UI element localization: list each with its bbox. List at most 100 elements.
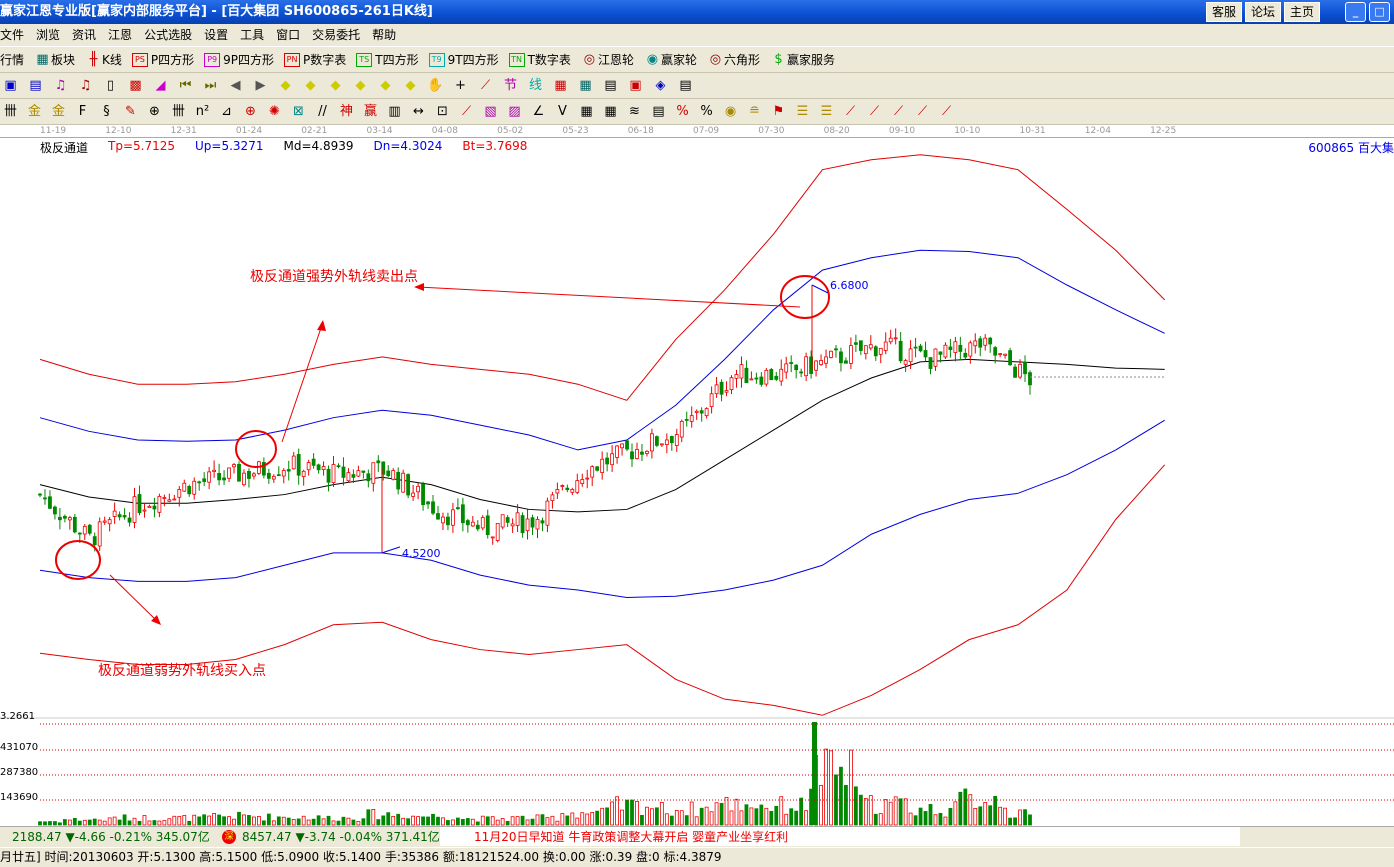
square-icon[interactable]: ⊠ [293, 104, 304, 119]
n2-icon[interactable]: n² [195, 104, 210, 119]
gold2-icon[interactable]: 金 [51, 104, 65, 119]
calculator-icon[interactable]: ▦ [579, 78, 592, 93]
table-icon[interactable]: ▤ [652, 104, 665, 119]
shenzhen-index[interactable]: 8457.47 ▼-3.74 -0.04% 371.41亿 [242, 830, 440, 844]
ruler-icon[interactable]: ▥ [388, 104, 401, 119]
menu-formula[interactable]: 公式选股 [144, 28, 193, 42]
percent-line-icon[interactable]: % [676, 104, 689, 119]
percent-icon[interactable]: % [700, 104, 713, 119]
tool-b-icon[interactable]: ☰ [820, 104, 833, 119]
zoom-in-icon[interactable]: ◆ [380, 78, 391, 93]
menu-help[interactable]: 帮助 [372, 28, 397, 42]
menu-info[interactable]: 资讯 [72, 28, 97, 42]
calendar-icon[interactable]: ▦ [554, 78, 567, 93]
flag-icon[interactable]: ◢ [155, 78, 166, 93]
radial-icon[interactable]: ✺ [269, 104, 280, 119]
shanghai-index[interactable]: 2188.47 ▼-4.66 -0.21% 345.07亿 [12, 830, 210, 844]
spiral-icon[interactable]: § [103, 104, 110, 119]
fan-icon[interactable]: ⟋ [461, 104, 472, 119]
hexagon-button[interactable]: ◎ 六角形 [707, 51, 760, 68]
service-button[interactable]: 客服 [1206, 2, 1242, 22]
tool-g-icon[interactable]: ⟋ [941, 104, 952, 119]
menu-tools[interactable]: 工具 [240, 28, 265, 42]
menu-gann[interactable]: 江恩 [108, 28, 133, 42]
parallel-icon[interactable]: // [318, 104, 327, 119]
forum-button[interactable]: 论坛 [1245, 2, 1281, 22]
arrow-left-icon[interactable]: ◆ [280, 78, 291, 93]
slash-lines-icon[interactable]: ≋ [629, 104, 640, 119]
menu-window[interactable]: 窗口 [276, 28, 301, 42]
fan-box-icon[interactable]: ▧ [484, 104, 497, 119]
grid-lines-icon[interactable]: ▦ [580, 104, 593, 119]
next-icon[interactable]: ▶ [255, 78, 266, 93]
kline-button[interactable]: ╫ K线 [85, 51, 122, 68]
tool-a-icon[interactable]: ☰ [796, 104, 809, 119]
p-number-table-button[interactable]: PN P数字表 [284, 51, 346, 68]
chart3-icon[interactable]: ♫ [54, 78, 67, 93]
candle-icon[interactable]: ▯ [106, 78, 115, 93]
measure-icon[interactable]: ↔ [413, 104, 424, 119]
shrink-icon[interactable]: ◆ [355, 78, 366, 93]
first-icon[interactable]: ⏮ [179, 78, 192, 93]
gann-wheel-button[interactable]: ◎ 江恩轮 [581, 51, 634, 68]
tool-c-icon[interactable]: ⟋ [845, 104, 856, 119]
hash-icon[interactable]: 卌 [3, 104, 17, 119]
coin-icon[interactable]: ◉ [724, 104, 737, 119]
grid-draw-icon[interactable]: ▩ [129, 78, 142, 93]
t-square-button[interactable]: TS T四方形 [356, 51, 419, 68]
menu-trade[interactable]: 交易委托 [312, 28, 361, 42]
winner-wheel-button[interactable]: ◉ 赢家轮 [644, 51, 697, 68]
menu-settings[interactable]: 设置 [204, 28, 229, 42]
f-icon[interactable]: F [78, 104, 87, 119]
quotes-button[interactable]: 行情 [0, 51, 24, 68]
god-icon[interactable]: 神 [339, 104, 353, 119]
grid-box-icon[interactable]: ▦ [604, 104, 617, 119]
tool-e-icon[interactable]: ⟋ [893, 104, 904, 119]
crosshair-icon[interactable]: + [455, 78, 466, 93]
fan-box2-icon[interactable]: ▨ [508, 104, 521, 119]
wave-icon[interactable]: 线 [528, 78, 542, 93]
fan-lines-icon[interactable]: ∠ [532, 104, 545, 119]
sectors-button[interactable]: ▦ 板块 [34, 51, 75, 68]
prev-icon[interactable]: ◀ [230, 78, 241, 93]
expand-icon[interactable]: ◆ [330, 78, 341, 93]
news-ticker[interactable]: 11月20日早知道 牛育政策调整大幕开启 婴童产业坐享红利 [440, 827, 1240, 846]
winner-service-button[interactable]: $ 赢家服务 [770, 51, 835, 68]
angle-icon[interactable]: ⊿ [221, 104, 232, 119]
maximize-icon[interactable]: □ [1369, 2, 1390, 22]
pen-icon[interactable]: ✎ [125, 104, 136, 119]
p-square-button[interactable]: PS P四方形 [131, 51, 194, 68]
box-icon[interactable]: ⊡ [437, 104, 448, 119]
chart9-icon[interactable]: ♫ [79, 78, 92, 93]
flag2-icon[interactable]: ⚑ [772, 104, 785, 119]
gold-icon[interactable]: 金 [27, 104, 41, 119]
bars-icon[interactable]: 卌 [171, 104, 185, 119]
win-icon[interactable]: 赢 [363, 104, 377, 119]
v-icon[interactable]: V [558, 104, 567, 119]
last-icon[interactable]: ⏭ [204, 78, 217, 93]
t-number-table-button[interactable]: TN T数字表 [508, 51, 571, 68]
window-icon[interactable]: ▣ [4, 78, 17, 93]
minimize-icon[interactable]: _ [1345, 2, 1366, 22]
target-icon[interactable]: ⊕ [245, 104, 256, 119]
report-icon[interactable]: ▤ [604, 78, 617, 93]
9p-square-button[interactable]: P9 9P四方形 [204, 51, 274, 68]
printer-icon[interactable]: ▤ [679, 78, 692, 93]
tool-f-icon[interactable]: ⟋ [917, 104, 928, 119]
save-icon[interactable]: ▣ [629, 78, 642, 93]
menu-browse[interactable]: 浏览 [36, 28, 61, 42]
zoom-out-icon[interactable]: ◆ [405, 78, 416, 93]
node-icon[interactable]: 节 [503, 78, 517, 93]
scale-icon[interactable]: ≘ [749, 104, 760, 119]
notes-icon[interactable]: ▤ [29, 78, 42, 93]
arrow-right-icon[interactable]: ◆ [305, 78, 316, 93]
circle-grid-icon[interactable]: ⊕ [149, 104, 160, 119]
hand-icon[interactable]: ✋ [427, 78, 444, 93]
network-icon[interactable]: ◈ [655, 78, 666, 93]
home-button[interactable]: 主页 [1284, 2, 1320, 22]
9t-square-button[interactable]: T9 9T四方形 [428, 51, 499, 68]
kline-chart[interactable] [0, 138, 1394, 826]
tool-d-icon[interactable]: ⟋ [869, 104, 880, 119]
line-icon[interactable]: ⟋ [480, 78, 491, 93]
menu-file[interactable]: 文件 [0, 28, 25, 42]
